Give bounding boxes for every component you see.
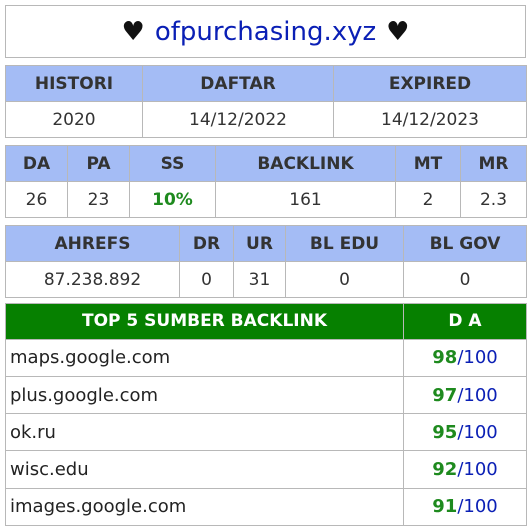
backlink-site: ok.ru [5, 413, 404, 452]
header-histori: HISTORI [5, 65, 143, 102]
header-mt: MT [395, 145, 461, 182]
value-histori: 2020 [5, 101, 143, 138]
heart-icon-left: ♥ [121, 16, 145, 47]
backlink-da: 97/100 [403, 375, 527, 415]
header-ahrefs: AHREFS [5, 225, 180, 262]
value-bl-gov: 0 [403, 261, 527, 298]
table-row: images.google.com 91/100 [5, 487, 527, 527]
backlink-site: images.google.com [5, 487, 404, 527]
history-table: HISTORI DAFTAR EXPIRED 2020 14/12/2022 1… [5, 65, 527, 138]
value-da: 26 [5, 181, 68, 218]
value-mt: 2 [395, 181, 461, 218]
value-expired: 14/12/2023 [333, 101, 527, 138]
domain-name: ofpurchasing.xyz [154, 16, 377, 47]
domain-title: ♥ ofpurchasing.xyz ♥ [5, 5, 526, 58]
ahrefs-table: AHREFS DR UR BL EDU BL GOV 87.238.892 0 … [5, 225, 527, 298]
header-da-score: D A [403, 303, 527, 340]
header-expired: EXPIRED [333, 65, 527, 102]
header-backlink: BACKLINK [215, 145, 396, 182]
value-daftar: 14/12/2022 [142, 101, 334, 138]
value-ss: 10% [129, 181, 216, 218]
heart-icon-right: ♥ [386, 16, 410, 47]
metrics-table: DA PA SS BACKLINK MT MR 26 23 10% 161 2 … [5, 145, 527, 218]
header-top-sources: TOP 5 SUMBER BACKLINK [5, 303, 404, 340]
backlink-da: 98/100 [403, 338, 527, 377]
value-ur: 31 [233, 261, 286, 298]
table-row: wisc.edu 92/100 [5, 450, 527, 489]
table-row: plus.google.com 97/100 [5, 375, 527, 415]
value-pa: 23 [67, 181, 130, 218]
header-daftar: DAFTAR [142, 65, 334, 102]
value-bl-edu: 0 [285, 261, 404, 298]
top-backlinks-table: TOP 5 SUMBER BACKLINK D A maps.google.co… [5, 303, 527, 527]
backlink-site: maps.google.com [5, 338, 404, 377]
header-dr: DR [179, 225, 234, 262]
value-mr: 2.3 [460, 181, 527, 218]
value-ahrefs: 87.238.892 [5, 261, 180, 298]
header-bl-edu: BL EDU [285, 225, 404, 262]
header-da: DA [5, 145, 68, 182]
header-ss: SS [129, 145, 216, 182]
header-bl-gov: BL GOV [403, 225, 527, 262]
backlink-da: 92/100 [403, 450, 527, 489]
backlink-da: 95/100 [403, 413, 527, 452]
header-ur: UR [233, 225, 286, 262]
backlink-site: wisc.edu [5, 450, 404, 489]
table-row: ok.ru 95/100 [5, 413, 527, 452]
header-pa: PA [67, 145, 130, 182]
value-dr: 0 [179, 261, 234, 298]
header-mr: MR [460, 145, 527, 182]
table-row: maps.google.com 98/100 [5, 338, 527, 377]
backlink-da: 91/100 [403, 487, 527, 527]
value-backlink: 161 [215, 181, 396, 218]
backlink-site: plus.google.com [5, 375, 404, 415]
